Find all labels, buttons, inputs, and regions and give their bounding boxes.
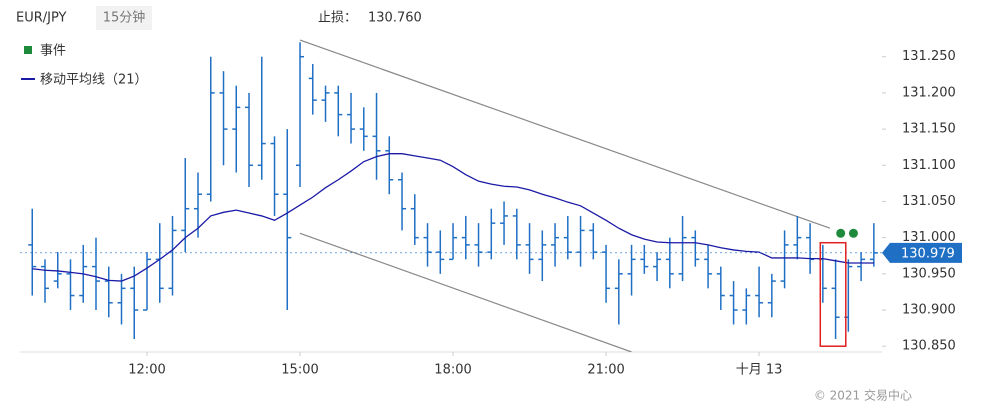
trend-line — [299, 39, 831, 229]
y-tick-label: 130.950 — [902, 266, 956, 281]
x-tick-label: 12:00 — [128, 363, 165, 378]
x-tick-label: 18:00 — [434, 363, 471, 378]
last-price-box — [882, 242, 962, 263]
highlight-box — [819, 241, 847, 347]
x-tick-label: 21:00 — [587, 363, 624, 378]
x-tick-label: 15:00 — [281, 363, 318, 378]
interval: 15分钟 — [103, 10, 146, 26]
y-tick-label: 131.050 — [902, 194, 956, 209]
y-tick-label: 131.000 — [902, 230, 956, 245]
plot-area — [20, 39, 882, 352]
y-tick-label: 130.900 — [902, 303, 956, 318]
moving-average — [32, 153, 874, 282]
y-tick-label: 131.250 — [902, 49, 956, 64]
last-price-label: 130.979 — [901, 246, 955, 261]
y-tick-label: 130.850 — [902, 339, 956, 354]
stop-loss: 130.760 — [368, 11, 422, 26]
event-dot — [848, 228, 858, 238]
symbol: EUR/JPY — [16, 11, 67, 26]
stop-loss-label: 止损： — [318, 11, 357, 26]
interval-box — [96, 6, 152, 30]
x-tick-label: 十月 13 — [736, 363, 783, 378]
footer: © 2021 交易中心 — [814, 388, 912, 403]
y-tick-label: 131.200 — [902, 85, 956, 100]
legend-event: 事件 — [40, 44, 66, 59]
legend-event-swatch — [24, 46, 32, 54]
event-dot — [836, 228, 846, 238]
legend-ma: 移动平均线（21） — [40, 73, 148, 88]
y-tick-label: 131.150 — [902, 122, 956, 137]
y-tick-label: 131.100 — [902, 158, 956, 173]
